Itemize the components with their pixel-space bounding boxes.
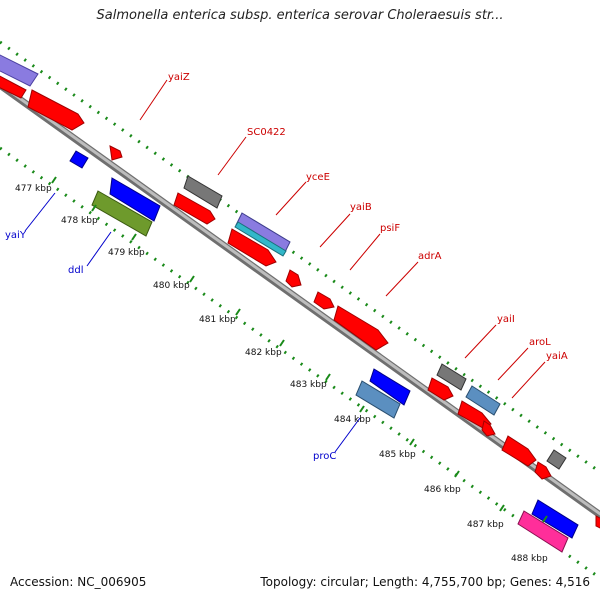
label-psiF[interactable]: psiF [380,223,400,234]
tick-label-481: 481 kbp [199,315,236,325]
map-title: Salmonella enterica subsp. enterica sero… [96,8,504,23]
gene-adrA[interactable] [333,305,389,351]
label-ddl[interactable]: ddl [68,265,83,276]
gene-red-edge[interactable] [595,515,600,530]
dotted-track-inner [0,146,600,580]
gene-magenta-end[interactable] [517,510,569,553]
gene-red-7[interactable] [534,461,552,480]
tick-labels: 477 kbp 478 kbp 479 kbp 480 kbp 481 kbp … [15,184,548,564]
tick-label-483: 483 kbp [290,380,327,390]
tick-label-488: 488 kbp [511,554,548,564]
leader-ddl [86,231,112,267]
gene-proC-blue[interactable] [369,368,411,406]
gene-yaiA[interactable] [501,435,537,467]
leader-yaiA [511,361,546,399]
leader-yaiI [464,324,497,359]
tick-label-482: 482 kbp [245,348,282,358]
leader-aroL [497,347,529,381]
tick-label-479: 479 kbp [108,248,145,258]
dotted-tracks [0,40,600,580]
gene-small-red[interactable] [109,145,123,161]
gene-yceE-cyan[interactable] [234,221,287,257]
gene-proC[interactable] [355,380,401,419]
gene-ddl[interactable] [91,190,153,237]
label-yaiZ[interactable]: yaiZ [168,72,190,83]
gene-psiF[interactable] [285,269,302,288]
gene-SC0422[interactable] [183,175,223,209]
gene-yaiI[interactable] [436,363,467,391]
leader-SC0422 [217,136,247,176]
gene-gray-end[interactable] [546,449,567,470]
genome-summary-text: Topology: circular; Length: 4,755,700 bp… [260,575,590,589]
label-adrA[interactable]: adrA [418,251,442,262]
tick-label-485: 485 kbp [379,450,416,460]
gene-yaiZ[interactable] [27,89,85,131]
gene-purple-start[interactable] [0,50,39,87]
tick-label-487: 487 kbp [467,520,504,530]
forward-gene-labels: yaiZ SC0422 yceE yaiB psiF adrA yaiI aro… [168,72,568,362]
gene-aroL[interactable] [465,385,501,416]
label-yceE[interactable]: yceE [306,172,330,183]
leader-yceE [275,181,307,216]
gene-red-3[interactable] [313,291,335,310]
label-SC0422[interactable]: SC0422 [247,127,286,138]
label-yaiB[interactable]: yaiB [350,202,372,213]
leader-lines [24,79,546,453]
leader-proC [334,417,361,453]
gene-ddl-blue[interactable] [109,177,161,222]
label-proC[interactable]: proC [313,451,336,462]
gene-yaiY[interactable] [69,150,89,169]
tick-label-480: 480 kbp [153,281,190,291]
label-yaiA[interactable]: yaiA [546,351,568,362]
forward-genes [0,50,600,530]
gene-red-1[interactable] [0,72,27,99]
leader-yaiB [319,213,351,248]
leader-yaiY [24,192,56,232]
tick-label-486: 486 kbp [424,485,461,495]
accession-text: Accession: NC_006905 [10,575,147,589]
gene-red-4[interactable] [427,377,454,401]
label-yaiI[interactable]: yaiI [497,314,515,325]
dotted-track-outer [0,40,600,474]
gene-blue-end[interactable] [531,499,579,539]
leader-adrA [385,261,419,297]
label-yaiY[interactable]: yaiY [5,230,27,241]
leader-yaiZ [139,79,168,121]
tick-label-477: 477 kbp [15,184,52,194]
reverse-gene-labels: yaiY ddl proC [5,230,336,462]
tick-label-478: 478 kbp [61,216,98,226]
gene-red-6[interactable] [481,420,496,437]
leader-psiF [349,233,381,271]
tick-label-484: 484 kbp [334,415,371,425]
gene-yaiB[interactable] [227,228,277,267]
label-aroL[interactable]: aroL [529,337,551,348]
gene-red-2[interactable] [173,192,216,225]
tick-marks [51,176,548,523]
reverse-genes [69,150,579,553]
